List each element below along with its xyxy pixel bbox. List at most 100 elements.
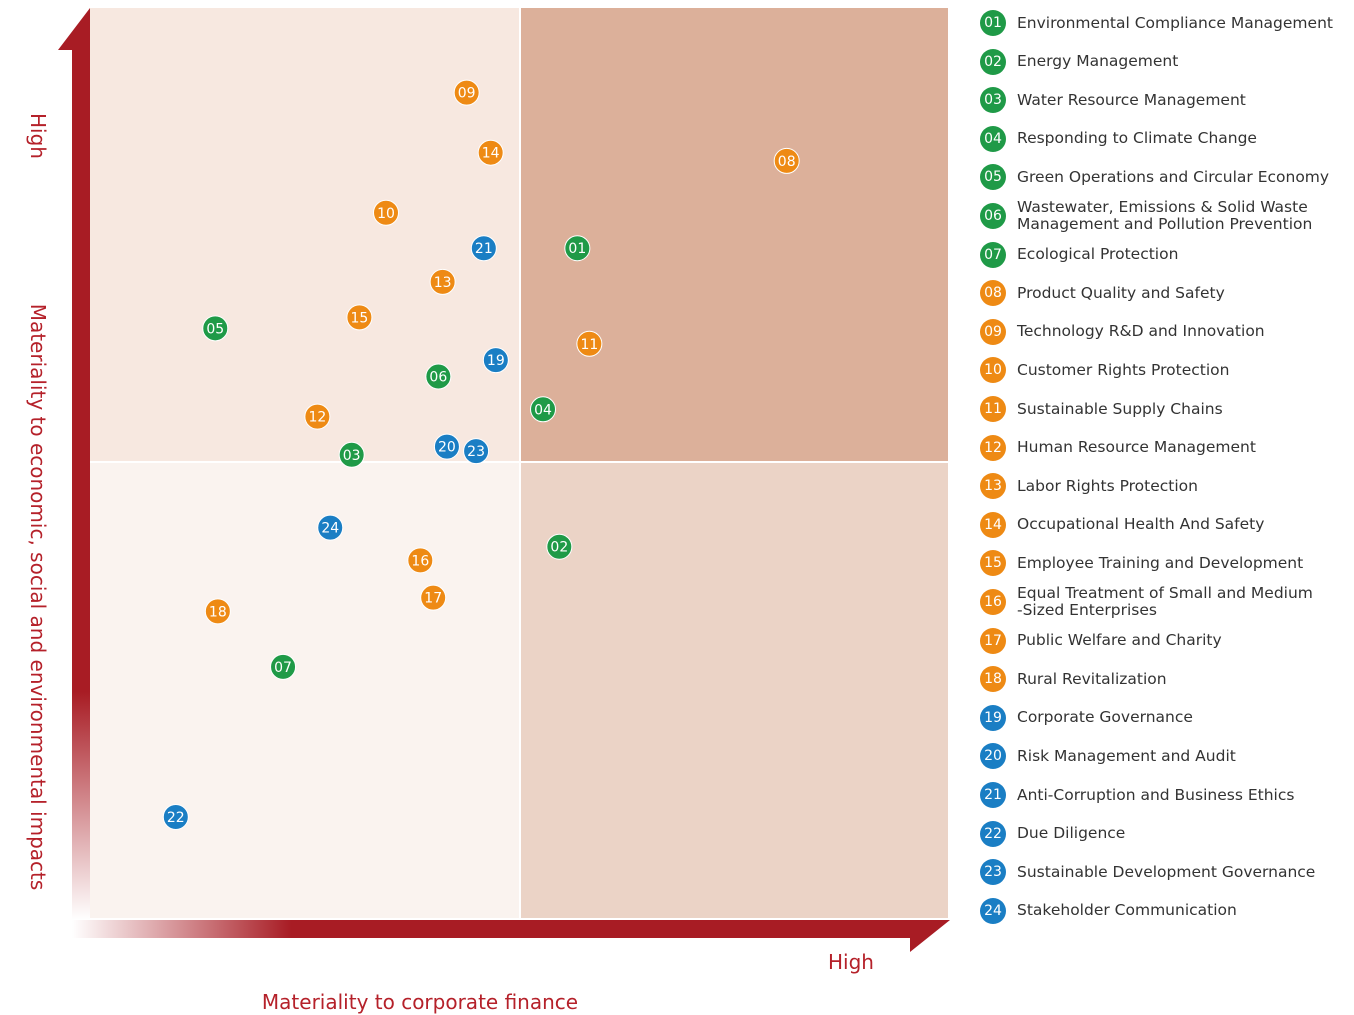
point-label: 06 bbox=[429, 370, 447, 386]
point bbox=[420, 584, 447, 611]
legend-marker: 09 bbox=[980, 318, 1006, 345]
legend-marker: 17 bbox=[980, 627, 1006, 654]
point-label: 08 bbox=[778, 154, 796, 170]
point bbox=[202, 315, 229, 342]
legend-text: Product Quality and Safety bbox=[1017, 283, 1225, 302]
point-label: 24 bbox=[321, 521, 339, 537]
legend-marker: 19 bbox=[980, 704, 1006, 731]
point bbox=[429, 268, 456, 295]
point bbox=[453, 79, 480, 106]
legend-text: Sustainable Development Governance bbox=[1017, 862, 1316, 881]
chart: High Materiality to economic, social and… bbox=[26, 8, 950, 1014]
quadrant bbox=[90, 8, 520, 462]
legend-text: Responding to Climate Change bbox=[1017, 129, 1257, 148]
legend-text: Risk Management and Audit bbox=[1017, 746, 1236, 765]
legend-text: Human Resource Management bbox=[1017, 438, 1256, 457]
y-axis-label: Materiality to economic, social and envi… bbox=[26, 304, 50, 891]
legend-text: Anti-Corruption and Business Ethics bbox=[1017, 785, 1295, 804]
y-axis-arrow bbox=[58, 8, 90, 920]
x-axis-label: Materiality to corporate finance bbox=[262, 990, 578, 1014]
point bbox=[433, 433, 460, 460]
point-label: 02 bbox=[550, 540, 568, 556]
legend-text: Public Welfare and Charity bbox=[1017, 631, 1222, 650]
quadrant bbox=[520, 462, 948, 918]
point bbox=[346, 304, 373, 331]
legend-marker: 21 bbox=[980, 782, 1006, 808]
point bbox=[470, 235, 497, 262]
point bbox=[564, 235, 591, 262]
point bbox=[546, 533, 573, 560]
y-high-label: High bbox=[26, 113, 50, 159]
legend-text: Occupational Health And Safety bbox=[1017, 515, 1265, 534]
legend-marker: 08 bbox=[980, 280, 1006, 307]
x-high-label: High bbox=[828, 950, 874, 974]
point-label: 07 bbox=[274, 660, 292, 676]
legend-text: Sustainable Supply Chains bbox=[1017, 399, 1223, 418]
point-label: 15 bbox=[350, 310, 368, 326]
legend-marker: 15 bbox=[980, 550, 1006, 577]
point-label: 23 bbox=[467, 444, 485, 460]
legend-marker: 13 bbox=[980, 473, 1006, 500]
legend-marker: 01 bbox=[980, 10, 1006, 36]
point bbox=[407, 547, 434, 574]
point-label: 18 bbox=[209, 604, 227, 620]
legend-text: Rural Revitalization bbox=[1017, 669, 1167, 688]
legend-text: Energy Management bbox=[1017, 52, 1179, 71]
legend-text: Technology R&D and Innovation bbox=[1017, 322, 1265, 341]
legend-marker: 10 bbox=[980, 357, 1006, 384]
point-label: 05 bbox=[206, 321, 224, 337]
legend-marker: 03 bbox=[980, 87, 1006, 114]
legend-text: Stakeholder Communication bbox=[1017, 901, 1237, 920]
point bbox=[162, 803, 189, 830]
legend-marker: 23 bbox=[980, 859, 1006, 886]
quadrant bbox=[90, 462, 520, 918]
legend-text: Ecological Protection bbox=[1017, 245, 1179, 264]
legend-marker: 11 bbox=[980, 396, 1006, 422]
point-label: 22 bbox=[167, 810, 185, 826]
point-label: 21 bbox=[475, 241, 493, 257]
point bbox=[773, 147, 800, 174]
point bbox=[304, 403, 331, 430]
legend-marker: 14 bbox=[980, 511, 1006, 538]
legend-text: Water Resource Management bbox=[1017, 90, 1246, 109]
point bbox=[576, 330, 603, 357]
legend-text: Due Diligence bbox=[1017, 824, 1126, 843]
legend-text: Employee Training and Development bbox=[1017, 553, 1304, 572]
legend-text: Corporate Governance bbox=[1017, 708, 1193, 727]
point-label: 11 bbox=[580, 337, 598, 353]
point-label: 13 bbox=[434, 275, 452, 291]
legend-marker: 04 bbox=[980, 125, 1006, 152]
legend-marker: 18 bbox=[980, 666, 1006, 693]
legend-text: Wastewater, Emissions & Solid Waste Mana… bbox=[1017, 198, 1313, 233]
legend-marker: 20 bbox=[980, 743, 1006, 770]
legend-marker: 06 bbox=[980, 203, 1006, 229]
legend-text: Labor Rights Protection bbox=[1017, 476, 1198, 495]
x-axis-arrow bbox=[72, 920, 950, 952]
point bbox=[477, 139, 504, 166]
point-label: 10 bbox=[377, 206, 395, 222]
point-label: 01 bbox=[568, 241, 586, 257]
legend-marker: 05 bbox=[980, 164, 1006, 191]
point bbox=[425, 363, 452, 390]
point-label: 03 bbox=[343, 448, 361, 464]
point bbox=[317, 514, 344, 541]
point-label: 12 bbox=[308, 410, 326, 426]
legend-marker: 12 bbox=[980, 434, 1006, 461]
legend-marker: 16 bbox=[980, 589, 1006, 615]
point-label: 04 bbox=[534, 402, 552, 418]
point bbox=[338, 441, 365, 468]
point-label: 16 bbox=[411, 553, 429, 569]
legend-text: Green Operations and Circular Economy bbox=[1017, 167, 1330, 186]
point-label: 17 bbox=[424, 591, 442, 607]
point bbox=[373, 199, 400, 226]
legend-text: Customer Rights Protection bbox=[1017, 360, 1230, 379]
legend-marker: 07 bbox=[980, 241, 1006, 268]
legend-marker: 02 bbox=[980, 48, 1006, 75]
legend-text: Environmental Compliance Management bbox=[1017, 13, 1333, 32]
point bbox=[482, 347, 509, 374]
point bbox=[204, 598, 231, 625]
point bbox=[530, 396, 557, 423]
point bbox=[270, 653, 297, 680]
quadrant bbox=[520, 8, 948, 462]
